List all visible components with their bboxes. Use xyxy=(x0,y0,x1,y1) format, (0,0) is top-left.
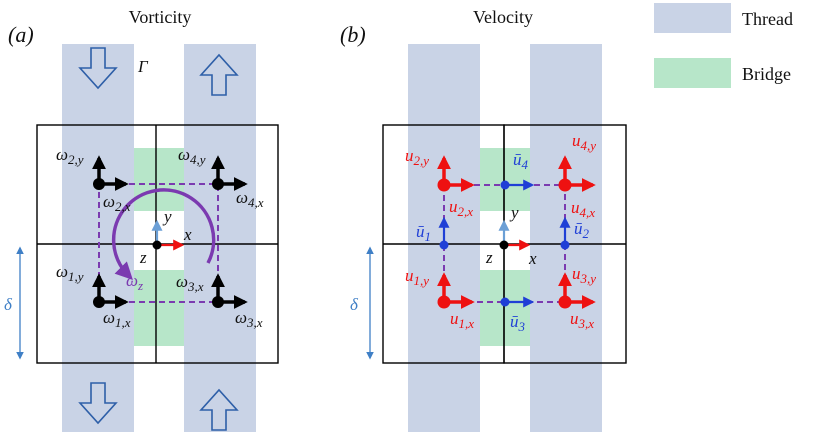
gamma-label: Γ xyxy=(137,57,149,76)
u-node-4-dot xyxy=(558,178,572,192)
delta-label-a: δ xyxy=(4,295,13,314)
ubar-4-label: ū4 xyxy=(513,150,529,172)
axis-x-label-b: x xyxy=(528,249,537,268)
omega-2x-label: ω2,x xyxy=(103,192,131,214)
vector-ubar-2 xyxy=(559,216,571,250)
u-1x-label: u1,x xyxy=(450,309,474,331)
axis-x-label: x xyxy=(183,225,192,244)
omega-1y-label: ω1,y xyxy=(56,262,84,284)
vector-ubar-1 xyxy=(438,216,450,250)
u-2x-label: u2,x xyxy=(449,197,473,219)
title-a: Vorticity xyxy=(129,7,192,27)
legend-bridge-label: Bridge xyxy=(742,64,791,84)
axis-z-label-b: z xyxy=(485,248,493,267)
axis-y-label-b: y xyxy=(509,203,519,222)
origin-dot-b xyxy=(499,240,509,250)
node-3-dot xyxy=(212,296,224,308)
u-node-1-dot xyxy=(437,295,451,309)
node-1-dot xyxy=(93,296,105,308)
hollow-up-arrow-icon xyxy=(199,53,239,96)
u-1y-label: u1,y xyxy=(405,266,429,288)
bridge-b-top xyxy=(480,148,530,211)
omega-3x-upper-label: ω3,x xyxy=(176,272,204,294)
u-node-3-dot xyxy=(558,295,572,309)
thread-a-right xyxy=(184,44,256,432)
bridge-a-bottom xyxy=(134,270,184,346)
axis-y-label: y xyxy=(162,207,172,226)
omega-2y-label: ω2,y xyxy=(56,145,84,167)
panel-a: Vorticity (a) Γ δ x y z ωz ω2,y ω2,x ω4,… xyxy=(4,7,279,432)
vector-ubar-4 xyxy=(500,179,535,191)
panel-label-b: (b) xyxy=(340,22,366,47)
ubar-2-label: ū2 xyxy=(574,219,590,241)
u-4x-label: u4,x xyxy=(571,198,595,220)
title-b: Velocity xyxy=(473,7,533,27)
hollow-down-arrow-icon xyxy=(78,47,118,90)
u-4y-label: u4,y xyxy=(572,131,596,153)
vector-ubar-3 xyxy=(500,296,535,308)
u-2y-label: u2,y xyxy=(405,146,429,168)
omega-4y-label: ω4,y xyxy=(178,145,206,167)
ubar-1-label: ū1 xyxy=(416,222,431,244)
panel-label-a: (a) xyxy=(8,22,34,47)
bridge-a-top xyxy=(134,148,184,211)
omega-1x-label: ω1,x xyxy=(103,308,131,330)
u-3x-label: u3,x xyxy=(570,309,594,331)
circulation-arrow-icon xyxy=(111,188,216,281)
legend: Thread Bridge xyxy=(654,3,793,88)
hollow-down-arrow-icon xyxy=(78,382,118,425)
legend-thread-swatch xyxy=(654,3,731,33)
hollow-up-arrow-icon xyxy=(199,388,239,431)
origin-dot xyxy=(152,240,162,250)
axis-z-label: z xyxy=(139,248,147,267)
u-3y-label: u3,y xyxy=(572,264,596,286)
node-4-dot xyxy=(212,178,224,190)
dashed-loop-a xyxy=(98,183,219,303)
legend-bridge-swatch xyxy=(654,58,731,88)
delta-label-b: δ xyxy=(350,295,359,314)
omega-4x-label: ω4,x xyxy=(236,188,264,210)
node-2-dot xyxy=(93,178,105,190)
omega-3x-label: ω3,x xyxy=(235,308,263,330)
bridge-b-bottom xyxy=(480,270,530,346)
omega-z-label: ωz xyxy=(126,271,143,293)
ubar-3-label: ū3 xyxy=(510,312,526,334)
u-node-2-dot xyxy=(437,178,451,192)
panel-b: Velocity (b) δ x y z u2,y u2,x u4,y u4,x… xyxy=(340,7,627,432)
legend-thread-label: Thread xyxy=(742,9,793,29)
